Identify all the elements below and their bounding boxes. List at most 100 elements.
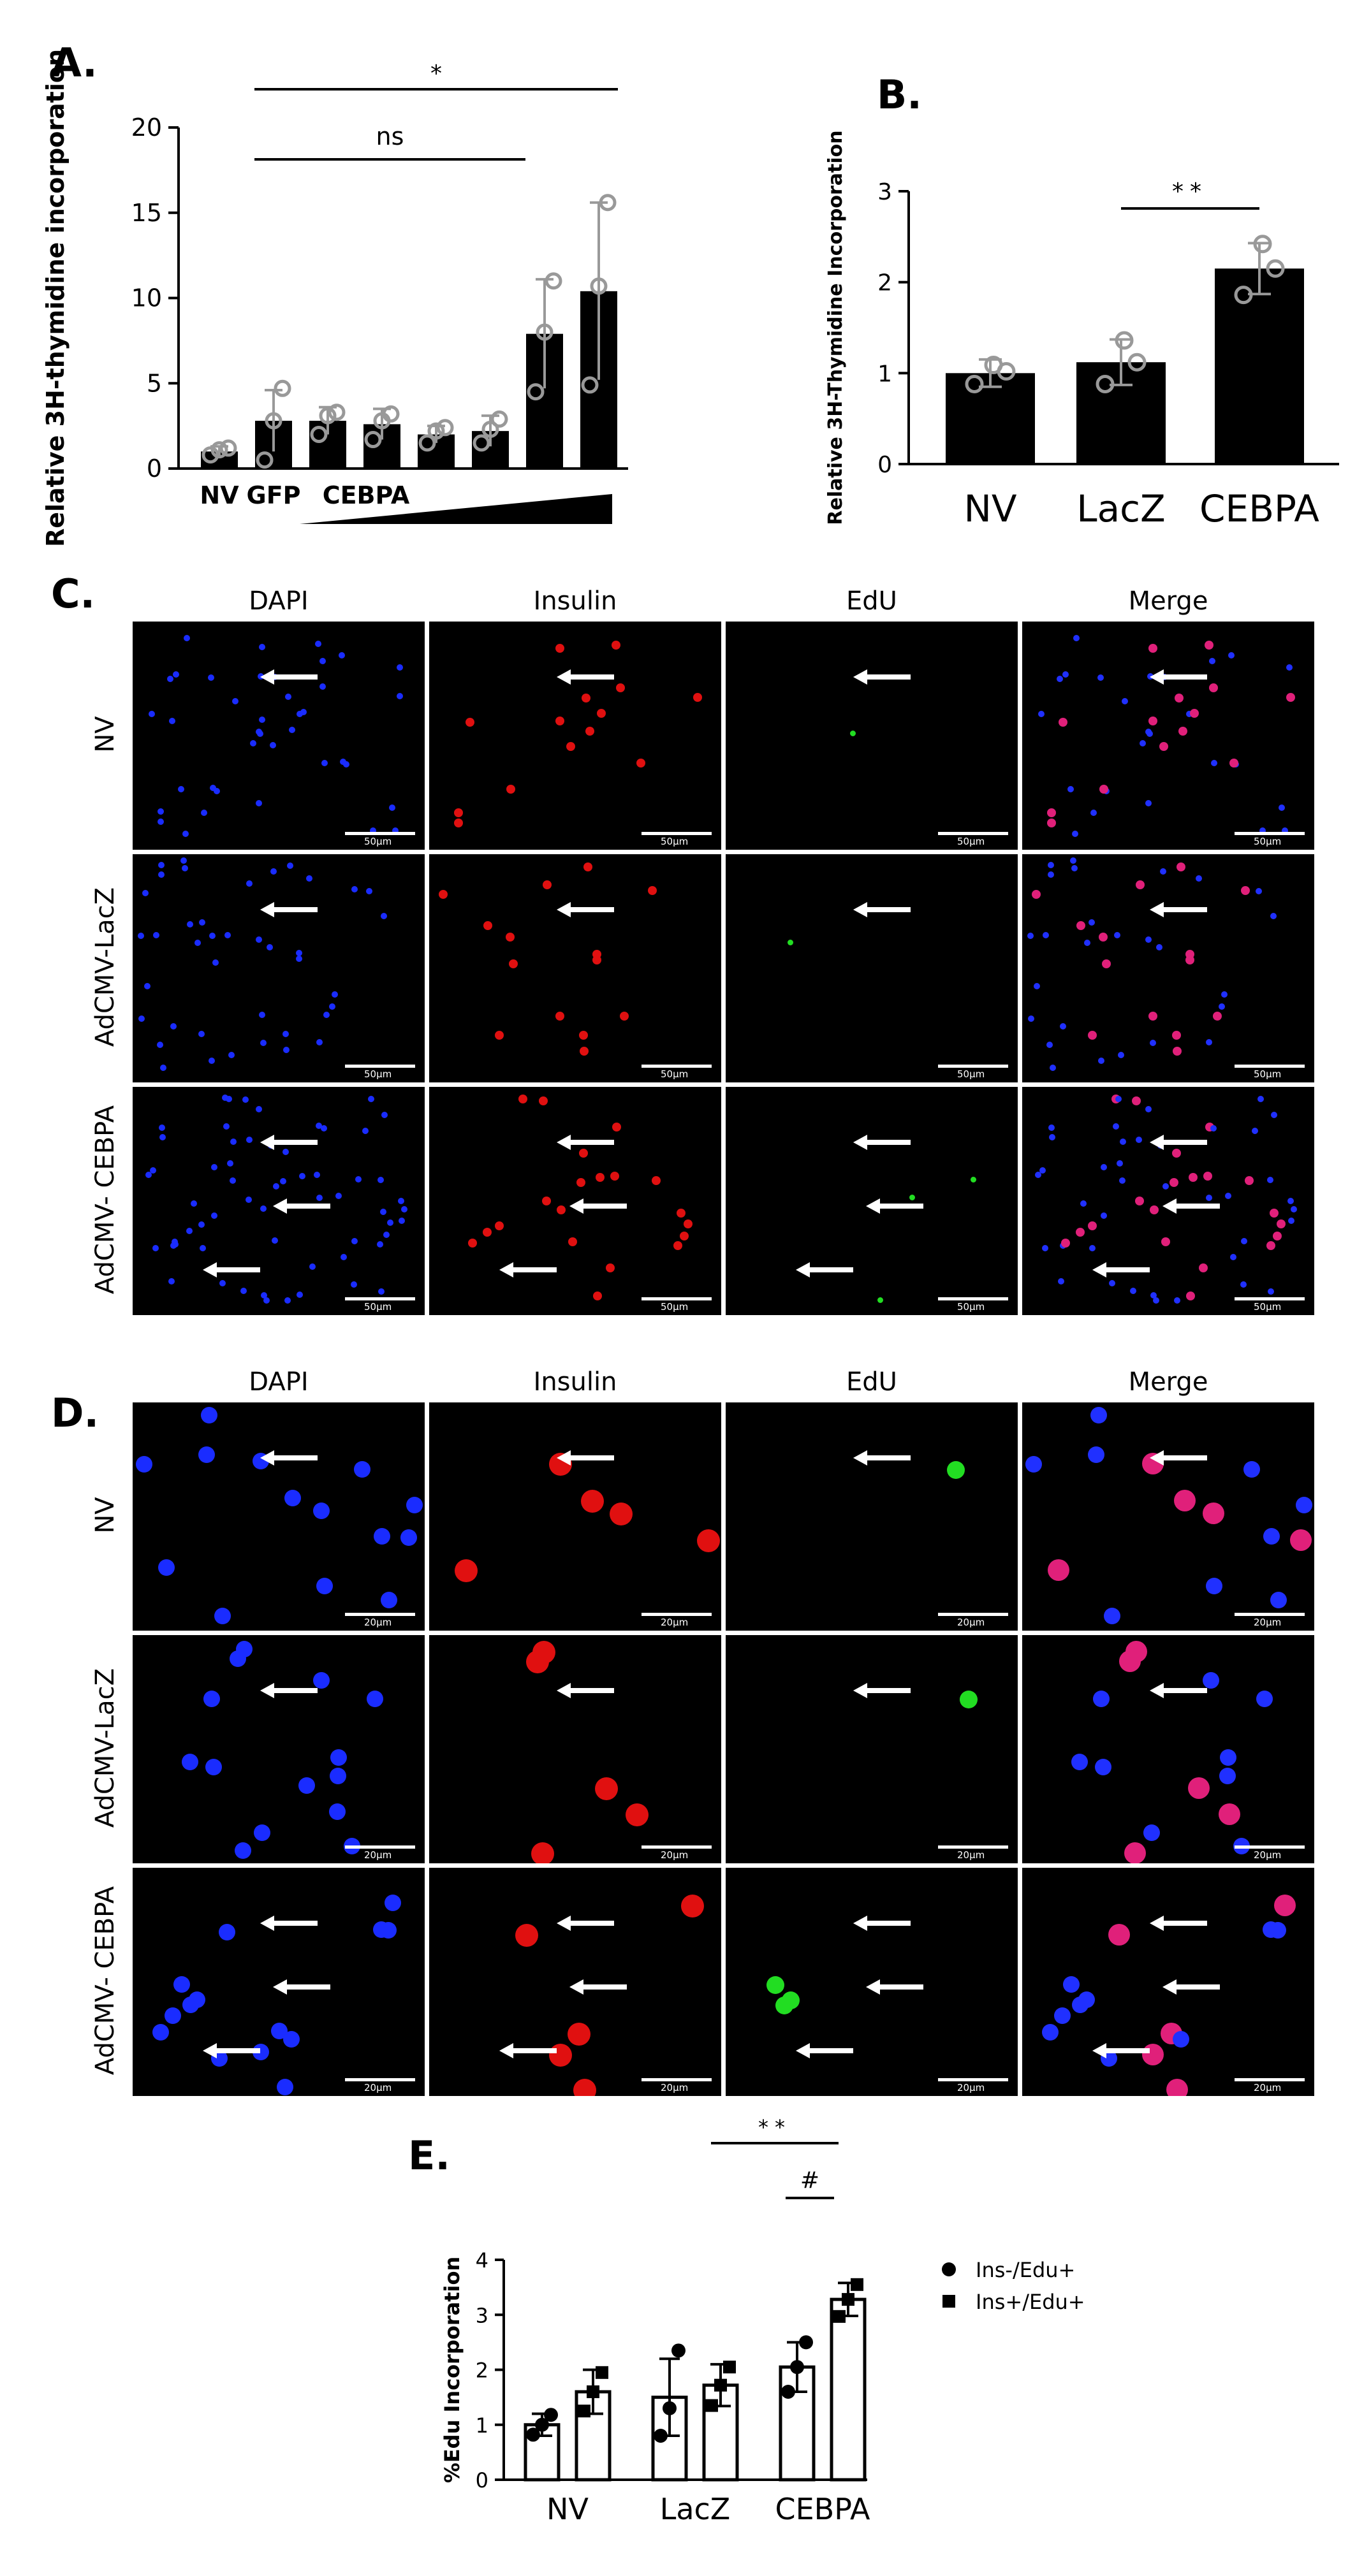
cell-dot — [341, 1253, 348, 1260]
cell-dot — [585, 726, 594, 736]
scale-bar-label: 50μm — [661, 836, 689, 847]
cell-dot — [1159, 741, 1168, 751]
cell-dot — [1048, 861, 1054, 868]
column-title: Insulin — [533, 1367, 617, 1397]
row-label: AdCMV- CEBPA — [91, 1105, 120, 1295]
arrow-indicator — [1150, 1682, 1207, 1698]
scale-bar — [345, 1845, 415, 1849]
cell-dot — [1101, 1163, 1108, 1170]
cell-dot — [152, 1245, 159, 1252]
cell-dot — [283, 2030, 300, 2048]
cell-dot — [1177, 862, 1186, 871]
point-e-circle — [671, 2343, 686, 2358]
cell-dot — [1108, 1279, 1115, 1286]
arrow-indicator — [853, 1450, 911, 1466]
arrow-indicator — [557, 669, 614, 685]
cell-dot — [1071, 831, 1078, 838]
point-a — [328, 404, 346, 421]
arrow-indicator — [203, 2043, 260, 2059]
column-title: Merge — [1128, 586, 1208, 616]
cell-dot — [1267, 1288, 1274, 1295]
cell-dot — [578, 1031, 588, 1040]
cell-dot — [335, 1193, 342, 1200]
cell-dot — [1221, 991, 1228, 998]
cell-dot — [1048, 1124, 1055, 1131]
scale-bar — [642, 1845, 712, 1849]
cell-dot — [548, 2043, 572, 2067]
cell-dot — [1080, 1200, 1087, 1207]
scale-bar — [938, 1297, 1008, 1300]
micrograph-dapi: 50μm — [133, 622, 425, 850]
arrow-indicator — [1162, 1198, 1220, 1214]
cell-dot — [376, 1241, 383, 1248]
scale-bar — [1235, 1065, 1305, 1068]
point-e-square — [851, 2278, 863, 2291]
point-b — [1266, 259, 1285, 278]
cell-dot — [673, 1241, 682, 1250]
cell-dot — [157, 808, 164, 815]
micrograph-merge: 20μm — [1022, 1868, 1314, 2096]
cell-dot — [1211, 760, 1218, 767]
cell-dot — [266, 944, 273, 950]
cell-dot — [379, 1921, 397, 1939]
ytick-label-a: 5 — [147, 369, 162, 397]
cell-dot — [315, 1122, 322, 1129]
cell-dot — [766, 1976, 784, 1995]
row-label: NV — [91, 1497, 120, 1534]
cell-dot — [1269, 1921, 1286, 1939]
cell-dot — [1115, 1096, 1122, 1103]
cell-dot — [353, 1461, 370, 1478]
cell-dot — [328, 1003, 335, 1010]
cell-dot — [1041, 2023, 1059, 2041]
cell-dot — [296, 1292, 303, 1299]
point-e-circle — [790, 2360, 804, 2375]
cell-dot — [370, 827, 377, 834]
cell-dot — [1219, 1767, 1236, 1784]
cell-dot — [1070, 857, 1077, 864]
cell-dot — [555, 643, 564, 653]
xtick-label-b: LacZ — [1076, 487, 1165, 530]
point-a — [274, 379, 291, 397]
cell-dot — [1088, 1221, 1097, 1230]
cell-dot — [1046, 1041, 1053, 1048]
cell-dot — [1198, 1263, 1208, 1273]
bar-e — [830, 2297, 867, 2482]
cell-dot — [330, 1749, 347, 1766]
arrow-indicator — [853, 669, 911, 685]
cell-dot — [198, 1031, 205, 1038]
cell-dot — [1061, 1238, 1071, 1248]
cell-dot — [208, 674, 215, 681]
cell-dot — [231, 697, 238, 704]
cell-dot — [1206, 1578, 1223, 1595]
arrow-indicator — [866, 1979, 923, 1995]
cell-dot — [180, 857, 187, 864]
column-title: Merge — [1128, 1367, 1208, 1397]
cell-dot — [198, 1221, 205, 1228]
cell-dot — [313, 1671, 330, 1689]
cell-dot — [1263, 1527, 1280, 1545]
arrow-indicator — [273, 1979, 330, 1995]
legend-label-2: Ins+/Edu+ — [976, 2290, 1085, 2314]
cell-dot — [515, 1923, 539, 1947]
point-b — [1127, 353, 1147, 372]
cell-dot — [1278, 804, 1285, 811]
cell-dot — [1295, 1496, 1312, 1513]
cell-dot — [342, 761, 349, 768]
cell-dot — [1206, 1194, 1213, 1201]
cell-dot — [229, 1650, 246, 1667]
bar-b — [946, 373, 1035, 464]
cell-dot — [198, 919, 205, 926]
cell-dot — [381, 1112, 388, 1119]
micrograph-merge: 50μm — [1022, 622, 1314, 850]
cell-dot — [219, 1923, 236, 1940]
xtick-label-b: NV — [964, 487, 1016, 530]
cell-dot — [246, 1137, 253, 1144]
arrow-indicator — [1150, 1915, 1207, 1931]
cell-dot — [396, 692, 403, 699]
scale-bar-label: 50μm — [957, 1301, 985, 1313]
arrow-indicator — [1150, 1450, 1207, 1466]
arrow-indicator — [260, 669, 318, 685]
cell-dot — [1035, 1171, 1042, 1178]
cell-dot — [177, 786, 184, 793]
cell-dot — [269, 741, 276, 748]
